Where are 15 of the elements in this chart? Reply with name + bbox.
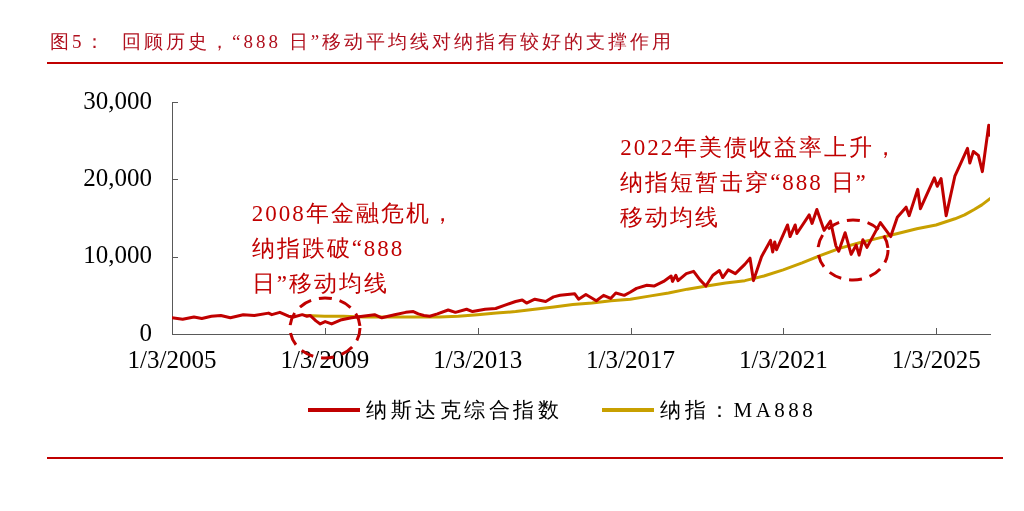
legend-label: 纳斯达克综合指数: [366, 397, 562, 424]
x-tick-label: 1/3/2013: [433, 345, 523, 373]
x-tick-label: 1/3/2009: [280, 345, 370, 373]
x-tick-label: 1/3/2005: [127, 345, 217, 373]
x-tick-label: 1/3/2021: [738, 345, 828, 373]
y-tick-label: 10,000: [83, 241, 152, 269]
legend-label: 纳指：MA888: [660, 397, 817, 424]
y-tick-label: 20,000: [83, 163, 152, 191]
y-tick-label: 0: [139, 318, 152, 346]
chart-title: 图5： 回顾历史，“888 日”移动平均线对纳指有较好的支撑作用: [50, 30, 675, 54]
x-tick-label: 1/3/2017: [586, 345, 675, 373]
annotation: 2022年美债收益率上升，纳指短暂击穿“888 日”移动均线: [620, 134, 900, 233]
y-tick-label: 30,000: [83, 86, 152, 114]
annotation: 2008年金融危机，纳指跌破“888日”移动均线: [251, 200, 456, 299]
x-tick-label: 1/3/2025: [891, 345, 981, 373]
